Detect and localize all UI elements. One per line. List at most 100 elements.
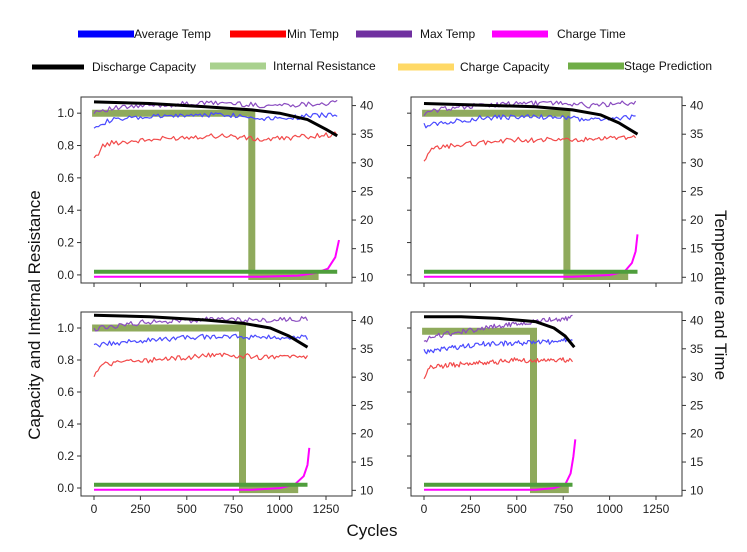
legend-label: Charge Capacity [460, 60, 549, 74]
y2-tick-label: 15 [690, 455, 704, 469]
x-axis: 0 250 500 750 1000 1250 [421, 496, 670, 516]
y2-tick-label: 10 [360, 270, 374, 284]
series-internal-resistance [422, 327, 569, 494]
legend-item-discharge-capacity: Discharge Capacity [32, 60, 196, 74]
plot-frame [80, 96, 353, 284]
y-tick-label: 0.0 [57, 481, 74, 495]
y-tick-label: 0.4 [57, 417, 74, 431]
y2-tick-label: 30 [690, 156, 704, 170]
plot-frame [80, 311, 353, 497]
legend: Average Temp Min Temp Max Temp Charge Time D… [32, 27, 712, 74]
x-tick-label: 1250 [313, 502, 340, 516]
y2-tick-label: 30 [360, 156, 374, 170]
y-axis-left [407, 327, 411, 489]
x-tick-label: 1000 [266, 502, 293, 516]
series-max-temp [423, 100, 637, 117]
series-internal-resistance [92, 109, 319, 280]
y-tick-label: 0.8 [57, 353, 74, 367]
y-axis-label-right: Temperature and Time [711, 210, 730, 380]
series-charge-time [424, 439, 577, 491]
x-axis-label: Cycles [346, 521, 397, 540]
x-axis [423, 283, 657, 287]
y2-tick-label: 40 [690, 313, 704, 327]
legend-label: Discharge Capacity [92, 60, 196, 74]
y-tick-label: 0.6 [57, 171, 74, 185]
y2-tick-label: 25 [690, 184, 704, 198]
y-axis-left [407, 112, 411, 276]
legend-label: Average Temp [134, 27, 211, 41]
y2-tick-label: 35 [690, 127, 704, 141]
y2-tick-label: 25 [690, 398, 704, 412]
y2-tick-label: 40 [360, 313, 374, 327]
series-min-temp [423, 357, 573, 380]
y2-tick-label: 20 [360, 213, 374, 227]
y2-tick-label: 15 [360, 455, 374, 469]
y2-tick-label: 15 [690, 242, 704, 256]
x-axis [93, 283, 327, 287]
series-average-temp [423, 337, 573, 355]
y2-tick-label: 35 [360, 127, 374, 141]
y-tick-label: 0.4 [57, 203, 74, 217]
y-axis-right: 10 15 20 25 30 35 40 [682, 99, 704, 284]
chart-panels: 0.0 0.2 0.4 0.6 0.8 1.0 10 15 20 25 30 35 40 10 15 20 25… [57, 96, 704, 516]
y-axis-label-left: Capacity and Internal Resistance [25, 190, 44, 439]
series-discharge-capacity [93, 313, 309, 349]
legend-label: Stage Prediction [624, 59, 712, 73]
series-discharge-capacity [93, 100, 338, 138]
y-axis-right: 10 15 20 25 30 35 40 [352, 99, 374, 284]
y2-tick-label: 10 [360, 483, 374, 497]
y-tick-label: 0.0 [57, 268, 74, 282]
y-axis-right: 10 15 20 25 30 35 40 [682, 313, 704, 497]
x-tick-label: 1000 [596, 502, 623, 516]
y2-tick-label: 35 [690, 342, 704, 356]
series-average-temp [423, 114, 636, 129]
x-tick-label: 750 [223, 502, 243, 516]
series-min-temp [423, 135, 637, 162]
x-tick-label: 750 [553, 502, 573, 516]
y2-tick-label: 25 [360, 184, 374, 198]
legend-item-min-temp: Min Temp [230, 27, 339, 41]
legend-label: Min Temp [287, 27, 339, 41]
y2-tick-label: 30 [690, 370, 704, 384]
plot-area [422, 100, 639, 280]
legend-item-charge-capacity: Charge Capacity [398, 60, 549, 74]
y-tick-label: 0.2 [57, 236, 74, 250]
series-discharge-capacity [424, 315, 576, 349]
y2-tick-label: 20 [360, 427, 374, 441]
chart-panel-bottom-right: 0 250 500 750 1000 1250 10 15 20 25 30 35 40 [407, 311, 704, 516]
legend-item-stage-prediction: Stage Prediction [568, 59, 712, 73]
series-min-temp [93, 131, 338, 159]
series-min-temp [93, 352, 308, 378]
y2-tick-label: 35 [360, 342, 374, 356]
chart-panel-bottom-left: 0 250 500 750 1000 1250 0.0 0.2 0.4 0.6 0.8 1.0 10 15… [57, 311, 374, 516]
plot-area [92, 99, 340, 280]
y2-tick-label: 15 [360, 242, 374, 256]
x-tick-label: 0 [421, 502, 428, 516]
x-tick-label: 1250 [643, 502, 670, 516]
x-tick-label: 500 [177, 502, 197, 516]
series-discharge-capacity [423, 102, 639, 136]
x-tick-label: 0 [91, 502, 98, 516]
chart-panel-top-right: 10 15 20 25 30 35 40 [407, 96, 704, 287]
y2-tick-label: 20 [690, 427, 704, 441]
y-axis-right: 10 15 20 25 30 35 40 [352, 313, 374, 497]
plot-frame [410, 96, 683, 284]
plot-area [422, 314, 577, 494]
y-tick-label: 0.2 [57, 449, 74, 463]
legend-item-max-temp: Max Temp [356, 27, 475, 41]
y2-tick-label: 40 [360, 99, 374, 113]
legend-label: Charge Time [557, 27, 626, 41]
y2-tick-label: 40 [690, 99, 704, 113]
series-max-temp [93, 99, 338, 114]
plot-frame [410, 311, 683, 497]
legend-label: Internal Resistance [273, 59, 376, 73]
x-axis: 0 250 500 750 1000 1250 [91, 496, 340, 516]
y-tick-label: 1.0 [57, 106, 74, 120]
y-tick-label: 0.8 [57, 139, 74, 153]
legend-item-internal-resistance: Internal Resistance [210, 59, 376, 73]
legend-item-average-temp: Average Temp [78, 27, 211, 41]
y2-tick-label: 10 [690, 270, 704, 284]
series-average-temp [93, 333, 309, 348]
series-max-temp [423, 314, 573, 343]
